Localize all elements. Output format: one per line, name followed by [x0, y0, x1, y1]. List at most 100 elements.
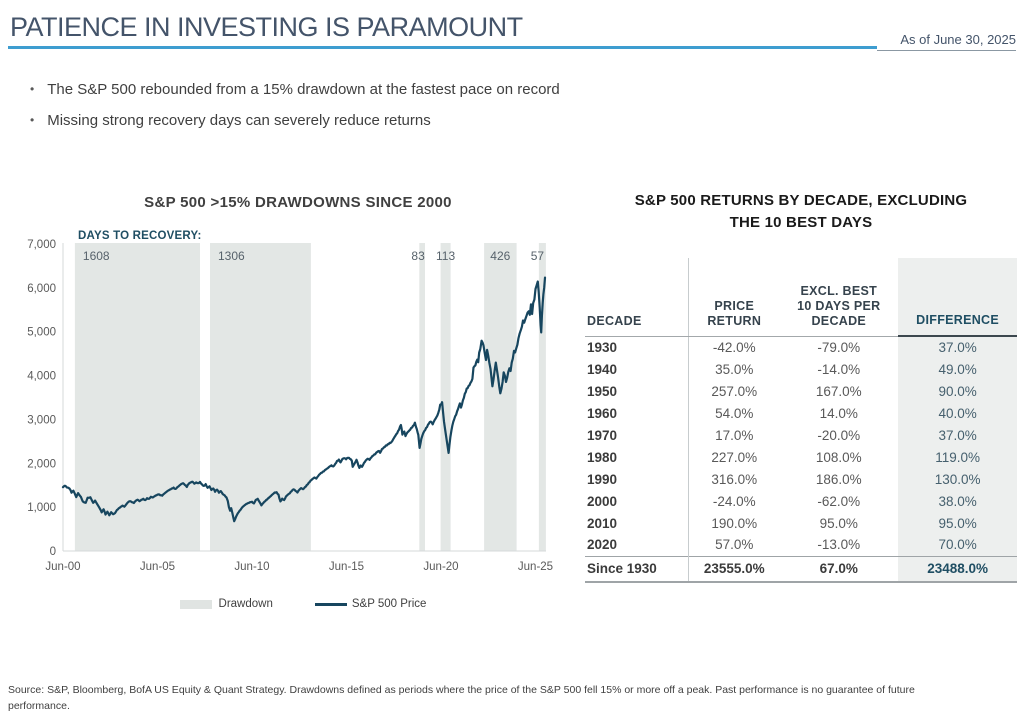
x-axis-tick-label: Jun-25	[518, 561, 553, 573]
table-cell: 17.0%	[688, 424, 780, 446]
table-cell: -20.0%	[817, 427, 861, 443]
y-axis-tick-label: 5,000	[27, 327, 56, 339]
table-row: 1980 227.0% 108.0% 119.0%	[585, 446, 1017, 468]
y-axis-tick-label: 7,000	[27, 239, 56, 251]
y-axis-tick-label: 3,000	[27, 414, 56, 426]
y-axis-tick-label: 4,000	[27, 371, 56, 383]
table-cell: 1970	[587, 427, 618, 443]
drawdown-days-label: 113	[436, 249, 455, 263]
table-cell: 38.0%	[898, 490, 1017, 512]
table-cell: Since 1930	[585, 555, 689, 583]
drawdown-region	[484, 243, 517, 551]
legend-label-drawdown: Drawdown	[218, 598, 273, 610]
table-cell: 119.0%	[898, 446, 1017, 468]
x-axis-tick-label: Jun-10	[234, 561, 269, 573]
table-row: 1990 316.0% 186.0% 130.0%	[585, 468, 1017, 490]
table-cell: 95.0%	[819, 515, 858, 531]
bullet-dot: •	[30, 82, 35, 96]
price-legend-swatch	[314, 602, 347, 606]
chart-legend: Drawdown S&P 500 Price	[8, 598, 568, 610]
table-cell: 1930	[587, 339, 618, 355]
table-cell: -13.0%	[817, 537, 861, 553]
table-cell: 257.0%	[688, 380, 780, 402]
table-header-row: DECADE PRICE RETURN EXCL. BEST 10 DAYS PER DE…	[585, 258, 1017, 337]
table-cell: 167.0%	[815, 383, 862, 399]
bullet-dot: •	[30, 113, 35, 127]
table-title-line1: S&P 500 RETURNS BY DECADE, EXCLUDING	[634, 192, 968, 209]
table-row: 1960 54.0% 14.0% 40.0%	[585, 402, 1017, 424]
y-axis-tick-label: 6,000	[27, 283, 56, 295]
table-cell: -14.0%	[817, 361, 861, 377]
table-cell: 1960	[587, 405, 618, 421]
table-cell: 108.0%	[815, 449, 862, 465]
drawdown-days-label: 1306	[218, 249, 245, 263]
table-cell: 23555.0%	[688, 555, 780, 583]
table-cell: -24.0%	[688, 490, 780, 512]
table-cell: 316.0%	[688, 468, 780, 490]
table-cell: 49.0%	[898, 358, 1017, 380]
table-title: S&P 500 RETURNS BY DECADE, EXCLUDING THE…	[585, 190, 1017, 234]
table-cell: 227.0%	[688, 446, 780, 468]
chart-title: S&P 500 >15% DRAWDOWNS SINCE 2000	[144, 194, 452, 211]
table-cell: -79.0%	[817, 339, 861, 355]
legend-label-price: S&P 500 Price	[351, 598, 427, 610]
table-cell: 35.0%	[688, 358, 780, 380]
legend-item-drawdown: Drawdown	[179, 598, 273, 610]
table-cell: 40.0%	[898, 402, 1017, 424]
table-cell: -42.0%	[688, 336, 780, 358]
drawdown-region	[538, 243, 546, 551]
page-title: PATIENCE IN INVESTING IS PARAMOUNT	[10, 12, 523, 42]
as-of-date: As of June 30, 2025	[877, 32, 1016, 51]
column-header: EXCL. BEST 10 DAYS PER DECADE	[779, 258, 899, 337]
x-axis-tick-label: Jun-15	[329, 561, 364, 573]
table-cell: 37.0%	[898, 336, 1017, 358]
x-axis-tick-label: Jun-00	[45, 561, 80, 573]
bullet-text: Missing strong recovery days can severel…	[47, 112, 431, 129]
legend-item-price: S&P 500 Price	[314, 598, 427, 610]
returns-table-panel: S&P 500 RETURNS BY DECADE, EXCLUDING THE…	[585, 190, 1017, 583]
y-axis-tick-label: 1,000	[27, 502, 56, 514]
column-header: DIFFERENCE	[898, 258, 1017, 337]
bullet-list: • The S&P 500 rebounded from a 15% drawdo…	[30, 80, 560, 142]
table-cell: 95.0%	[898, 512, 1017, 534]
y-axis-tick-label: 0	[50, 546, 56, 558]
drawdown-legend-swatch	[179, 599, 212, 609]
table-cell: 90.0%	[898, 380, 1017, 402]
returns-table: DECADE PRICE RETURN EXCL. BEST 10 DAYS PER DE…	[585, 258, 1017, 583]
table-cell: 2000	[587, 493, 618, 509]
drawdown-days-label: 426	[490, 249, 510, 263]
table-row: 1940 35.0% -14.0% 49.0%	[585, 358, 1017, 380]
table-cell: 14.0%	[819, 405, 858, 421]
table-row: 2000 -24.0% -62.0% 38.0%	[585, 490, 1017, 512]
days-to-recovery-label: DAYS TO RECOVERY:	[78, 230, 202, 242]
source-note: Source: S&P, Bloomberg, BofA US Equity &…	[8, 684, 915, 712]
table-row: 2020 57.0% -13.0% 70.0%	[585, 534, 1017, 556]
table-cell: 130.0%	[898, 468, 1017, 490]
column-header: PRICE RETURN	[688, 258, 780, 337]
table-cell: 2010	[587, 515, 618, 531]
bullet-item: • Missing strong recovery days can severe…	[30, 111, 560, 130]
table-row: 1950 257.0% 167.0% 90.0%	[585, 380, 1017, 402]
table-row: 2010 190.0% 95.0% 95.0%	[585, 512, 1017, 534]
drawdown-days-label: 57	[531, 249, 545, 263]
price-line	[61, 276, 547, 523]
table-cell: 186.0%	[815, 471, 862, 487]
drawdown-chart-panel: S&P 500 >15% DRAWDOWNS SINCE 2000 DAYS T…	[8, 188, 568, 634]
table-total-row: Since 1930 23555.0% 67.0% 23488.0%	[585, 555, 1017, 583]
bullet-text: The S&P 500 rebounded from a 15% drawdow…	[47, 81, 560, 98]
table-cell: 1940	[587, 361, 618, 377]
table-cell: -62.0%	[817, 493, 861, 509]
table-cell: 1990	[587, 471, 618, 487]
x-axis-tick-label: Jun-05	[140, 561, 175, 573]
table-cell: 37.0%	[898, 424, 1017, 446]
title-underline	[8, 46, 877, 49]
column-header: DECADE	[585, 258, 689, 337]
table-cell: 190.0%	[688, 512, 780, 534]
drawdown-days-label: 1608	[83, 249, 110, 263]
y-axis-tick-label: 2,000	[27, 458, 56, 470]
returns-table-head: DECADE PRICE RETURN EXCL. BEST 10 DAYS PER DE…	[585, 258, 1017, 337]
returns-table-body: 1930 -42.0% -79.0% 37.0% 1940 35.0% -14.0% 49.0…	[585, 336, 1017, 583]
table-row: 1930 -42.0% -79.0% 37.0%	[585, 336, 1017, 358]
drawdown-region	[74, 243, 200, 551]
